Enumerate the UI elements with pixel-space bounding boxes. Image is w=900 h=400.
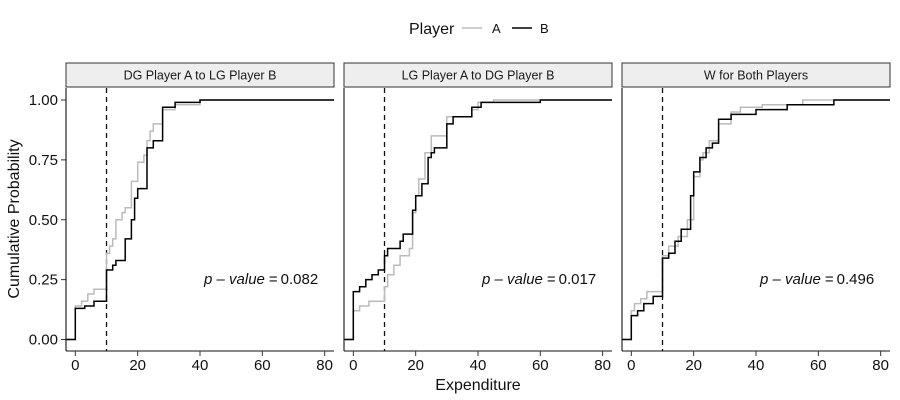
p-value-equals: = bbox=[825, 271, 834, 288]
series-line-b bbox=[66, 99, 334, 341]
p-value-number: 0.496 bbox=[837, 271, 875, 288]
p-value-equals: = bbox=[547, 271, 556, 288]
x-tick-label: 80 bbox=[316, 357, 333, 374]
x-tick-label: 40 bbox=[192, 357, 209, 374]
facet-title: DG Player A to LG Player B bbox=[124, 69, 277, 83]
p-value-number: 0.082 bbox=[281, 271, 319, 288]
y-axis: 0.00 0.25 0.50 0.75 1.00 Cumulative Probabili… bbox=[6, 92, 66, 349]
x-tick-label: 80 bbox=[872, 357, 889, 374]
p-value-annotation: p – value = 0.017 bbox=[481, 271, 596, 288]
facet-title: W for Both Players bbox=[704, 69, 808, 83]
y-tick-label: 0.50 bbox=[29, 212, 58, 229]
legend-label-a: A bbox=[492, 21, 501, 36]
facet-panel: DG Player A to LG Player B 0 20 40 60 80 p – v… bbox=[65, 62, 335, 374]
facet-strip bbox=[65, 62, 335, 88]
x-tick-label: 40 bbox=[748, 357, 765, 374]
p-value-label: p – value bbox=[203, 271, 265, 288]
x-tick-label: 0 bbox=[349, 357, 357, 374]
y-tick-label: 0.00 bbox=[29, 332, 58, 349]
p-value-label: p – value bbox=[759, 271, 821, 288]
facet-title: LG Player A to DG Player B bbox=[402, 69, 555, 83]
legend-title: Player bbox=[409, 21, 455, 38]
p-value-number: 0.017 bbox=[559, 271, 597, 288]
x-tick-label: 40 bbox=[470, 357, 487, 374]
facet-strip bbox=[343, 62, 613, 88]
x-tick-label: 20 bbox=[129, 357, 146, 374]
x-tick-label: 20 bbox=[685, 357, 702, 374]
x-tick-label: 60 bbox=[532, 357, 549, 374]
facet-panel: W for Both Players 0 20 40 60 80 p – value = 0.4… bbox=[621, 62, 891, 374]
y-tick-label: 0.75 bbox=[29, 152, 58, 169]
x-tick-label: 60 bbox=[810, 357, 827, 374]
legend-label-b: B bbox=[540, 21, 549, 36]
x-tick-label: 20 bbox=[407, 357, 424, 374]
y-tick-label: 0.25 bbox=[29, 272, 58, 289]
y-tick-label: 1.00 bbox=[29, 92, 58, 109]
p-value-equals: = bbox=[269, 271, 278, 288]
p-value-annotation: p – value = 0.082 bbox=[203, 271, 318, 288]
facet-panel: LG Player A to DG Player B 0 20 40 60 80 p – v… bbox=[343, 62, 613, 374]
x-tick-label: 0 bbox=[71, 357, 79, 374]
legend: Player A B bbox=[409, 21, 549, 38]
x-tick-label: 0 bbox=[627, 357, 635, 374]
y-axis-title: Cumulative Probability bbox=[6, 139, 23, 298]
p-value-label: p – value bbox=[481, 271, 543, 288]
x-tick-label: 60 bbox=[254, 357, 271, 374]
series-line-b bbox=[622, 99, 890, 341]
x-axis-title: Expenditure bbox=[435, 377, 520, 394]
x-tick-label: 80 bbox=[594, 357, 611, 374]
series-line-a bbox=[66, 99, 334, 341]
p-value-annotation: p – value = 0.496 bbox=[759, 271, 874, 288]
series-line-b bbox=[344, 99, 612, 341]
facet-strip bbox=[621, 62, 891, 88]
series-line-a bbox=[622, 99, 890, 341]
